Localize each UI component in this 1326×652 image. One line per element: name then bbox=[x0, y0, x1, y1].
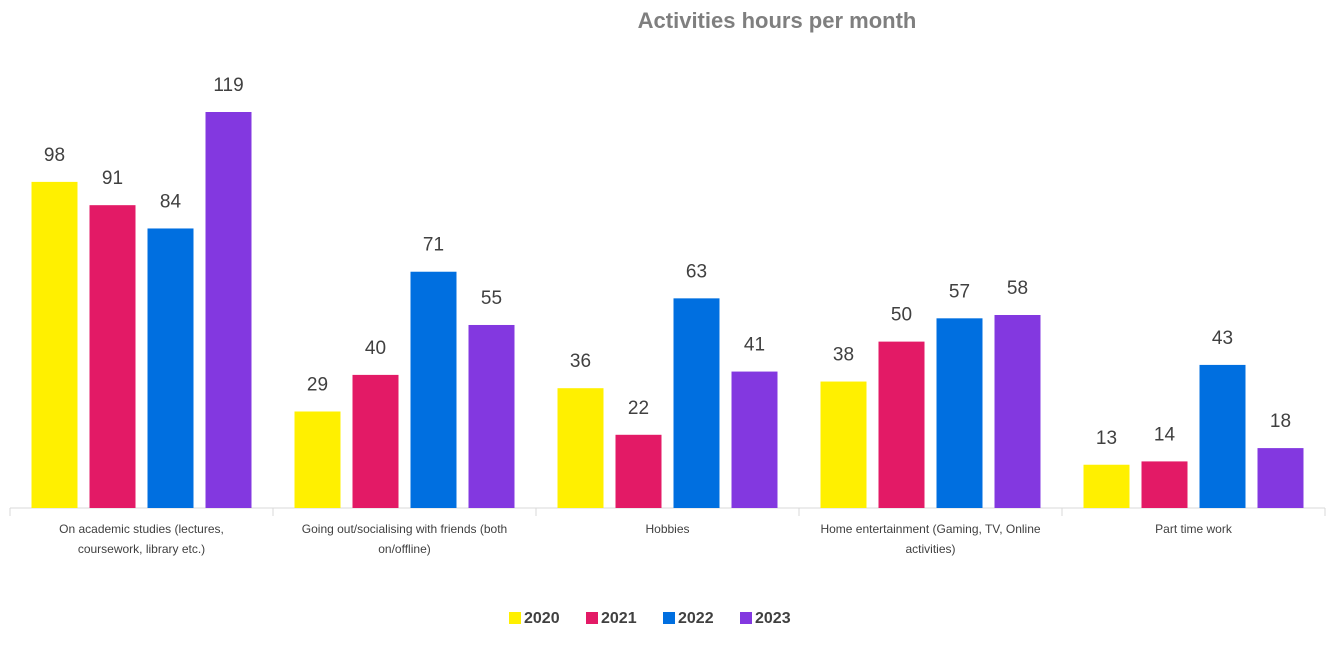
data-label: 57 bbox=[949, 281, 970, 302]
bar bbox=[557, 388, 604, 508]
legend-swatch bbox=[509, 612, 521, 624]
bar bbox=[31, 181, 78, 508]
data-label: 14 bbox=[1154, 424, 1176, 445]
data-label: 119 bbox=[213, 75, 243, 96]
bar bbox=[936, 318, 983, 508]
bar bbox=[352, 374, 399, 508]
bar bbox=[994, 314, 1041, 508]
legend-swatch bbox=[663, 612, 675, 624]
data-label: 41 bbox=[744, 335, 765, 356]
bar bbox=[294, 411, 341, 508]
data-label: 63 bbox=[686, 261, 707, 282]
x-tick-label: Hobbies bbox=[645, 522, 689, 536]
x-tick-label: Part time work bbox=[1155, 522, 1233, 536]
data-label: 29 bbox=[307, 375, 328, 396]
data-label: 13 bbox=[1096, 428, 1117, 449]
data-label: 22 bbox=[628, 398, 649, 419]
bar bbox=[615, 434, 662, 508]
x-tick-label: On academic studies (lectures, coursework… bbox=[59, 522, 224, 556]
legend-swatch bbox=[586, 612, 598, 624]
legend-label: 2020 bbox=[524, 610, 560, 627]
data-label: 55 bbox=[481, 288, 502, 309]
bar bbox=[147, 228, 194, 508]
data-label: 38 bbox=[833, 345, 854, 366]
data-label: 43 bbox=[1212, 328, 1233, 349]
data-label: 36 bbox=[570, 351, 591, 372]
bar bbox=[410, 271, 457, 508]
bar bbox=[673, 298, 720, 508]
data-label: 91 bbox=[102, 168, 123, 189]
data-label: 18 bbox=[1270, 411, 1291, 432]
bar bbox=[1257, 448, 1304, 508]
bar bbox=[205, 112, 252, 508]
chart-title: Activities hours per month bbox=[638, 8, 917, 33]
bar bbox=[1141, 461, 1188, 508]
bar bbox=[89, 205, 136, 509]
legend-swatch bbox=[740, 612, 752, 624]
bar bbox=[820, 381, 867, 508]
x-tick-label: Going out/socialising with friends (both… bbox=[302, 522, 507, 556]
data-label: 40 bbox=[365, 338, 386, 359]
bar bbox=[878, 341, 925, 508]
legend-label: 2023 bbox=[755, 610, 791, 627]
data-label: 98 bbox=[44, 145, 65, 166]
data-label: 71 bbox=[423, 235, 444, 256]
legend-label: 2022 bbox=[678, 610, 714, 627]
x-tick-label: Home entertainment (Gaming, TV, Online ac… bbox=[820, 522, 1040, 556]
bar bbox=[1199, 364, 1246, 508]
legend-label: 2021 bbox=[601, 610, 637, 627]
bar bbox=[731, 371, 778, 508]
data-label: 50 bbox=[891, 305, 912, 326]
data-label: 58 bbox=[1007, 278, 1028, 299]
data-label: 84 bbox=[160, 191, 182, 212]
bar bbox=[468, 324, 515, 508]
bar bbox=[1083, 464, 1130, 508]
